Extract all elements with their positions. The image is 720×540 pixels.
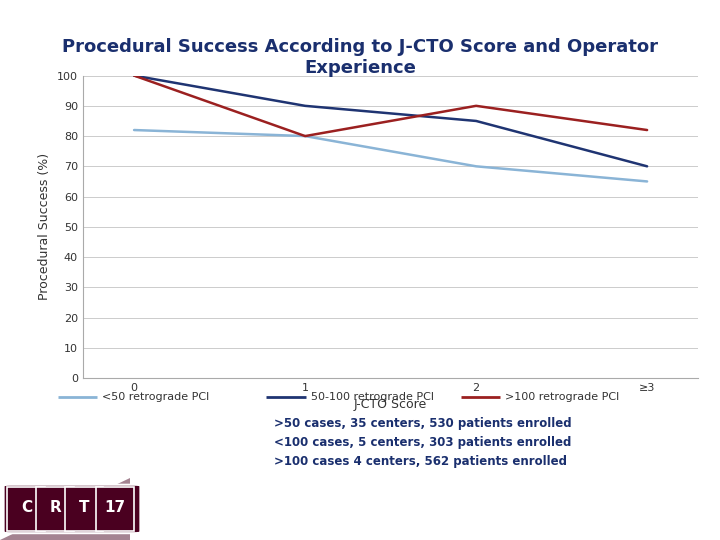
FancyBboxPatch shape	[4, 485, 140, 533]
FancyBboxPatch shape	[7, 487, 45, 531]
FancyBboxPatch shape	[65, 487, 103, 531]
Text: CARDIOVASCULAR RESEARCH TECHNOLOGIES: CARDIOVASCULAR RESEARCH TECHNOLOGIES	[302, 502, 642, 516]
Text: >100 retrograde PCl: >100 retrograde PCl	[505, 392, 620, 402]
Text: <100 cases, 5 centers, 303 patients enrolled: <100 cases, 5 centers, 303 patients enro…	[274, 436, 571, 449]
Text: Procedural Success According to J-CTO Score and Operator
Experience: Procedural Success According to J-CTO Sc…	[62, 38, 658, 77]
X-axis label: J-CTO Score: J-CTO Score	[354, 399, 427, 411]
Y-axis label: Procedural Success (%): Procedural Success (%)	[38, 153, 51, 300]
Text: >50 cases, 35 centers, 530 patients enrolled: >50 cases, 35 centers, 530 patients enro…	[274, 417, 571, 430]
Text: C: C	[21, 500, 32, 515]
Text: T: T	[79, 500, 89, 515]
Polygon shape	[0, 478, 130, 540]
Text: 17: 17	[104, 500, 126, 515]
Text: 50-100 retrograde PCl: 50-100 retrograde PCl	[311, 392, 434, 402]
Text: <50 retrograde PCl: <50 retrograde PCl	[102, 392, 210, 402]
Text: >100 cases 4 centers, 562 patients enrolled: >100 cases 4 centers, 562 patients enrol…	[274, 455, 567, 468]
FancyBboxPatch shape	[36, 487, 74, 531]
FancyBboxPatch shape	[96, 487, 134, 531]
Text: R: R	[50, 500, 61, 515]
